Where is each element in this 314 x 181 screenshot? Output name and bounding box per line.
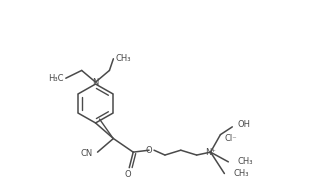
Text: Cl⁻: Cl⁻ — [225, 134, 237, 143]
Text: H₃C: H₃C — [48, 74, 64, 83]
Text: CH₃: CH₃ — [115, 54, 131, 63]
Text: O: O — [125, 170, 132, 179]
Text: N: N — [92, 78, 99, 87]
Text: CH₃: CH₃ — [233, 169, 249, 178]
Text: O: O — [146, 146, 152, 155]
Text: CN: CN — [80, 149, 93, 158]
Text: N⁺: N⁺ — [205, 148, 216, 157]
Text: CH₃: CH₃ — [237, 157, 253, 166]
Text: OH: OH — [237, 120, 250, 129]
